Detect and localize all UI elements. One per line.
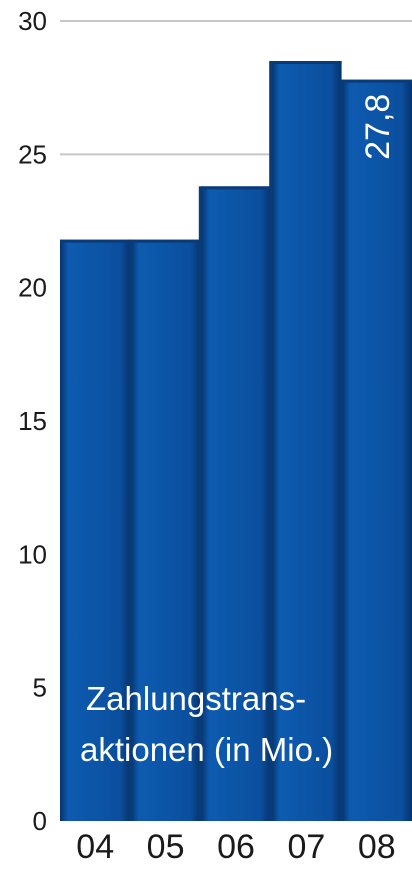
bar-separator <box>269 61 274 821</box>
y-tick-label: 10 <box>18 539 47 569</box>
bar <box>130 239 201 821</box>
bar-top-edge <box>200 186 272 190</box>
bar-group <box>60 239 131 821</box>
bars <box>60 61 412 822</box>
series-label-line: Zahlungstrans- <box>86 680 306 717</box>
bar-group <box>269 61 342 821</box>
y-tick-label: 25 <box>18 139 47 169</box>
y-tick-label: 20 <box>18 273 47 303</box>
series-label: Zahlungstrans- aktionen (in Mio.) <box>80 680 333 768</box>
bar-group <box>128 239 201 821</box>
x-tick-label: 08 <box>358 828 396 866</box>
bar-top-edge <box>60 239 131 243</box>
x-tick-label: 05 <box>147 828 185 866</box>
x-tick-label: 07 <box>287 828 325 866</box>
x-tick-label: 06 <box>217 828 255 866</box>
data-label: 27,8 <box>359 94 397 160</box>
bar <box>60 239 131 821</box>
x-tick-label: 04 <box>76 828 114 866</box>
bar-separator <box>339 79 344 821</box>
bar-separator <box>128 239 133 821</box>
bar-top-edge <box>341 79 412 83</box>
y-tick-label: 0 <box>33 806 47 836</box>
bar-separator <box>198 186 203 822</box>
bar-group <box>339 79 412 821</box>
bar-top-edge <box>130 239 201 243</box>
bar-top-edge <box>271 61 342 64</box>
y-axis-ticks: 0 5 10 15 20 25 30 <box>18 6 47 836</box>
bar <box>271 61 342 821</box>
bar <box>200 186 272 822</box>
bar <box>341 79 412 821</box>
y-tick-label: 30 <box>18 6 47 36</box>
data-labels: 27,8 <box>359 94 397 160</box>
series-label-line: aktionen (in Mio.) <box>80 731 333 768</box>
x-axis-labels: 04 05 06 07 08 <box>76 828 395 866</box>
bar-group <box>198 186 272 822</box>
y-tick-label: 15 <box>18 406 47 436</box>
y-tick-label: 5 <box>33 673 47 703</box>
